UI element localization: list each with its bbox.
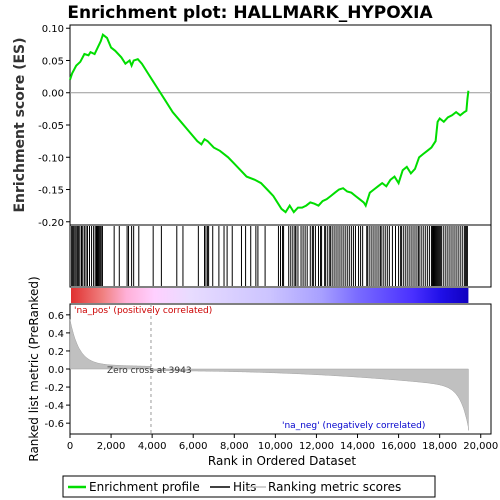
enrichment-profile-line (69, 33, 470, 214)
hits-panel (69, 224, 492, 288)
legend-metric-label: Ranking metric scores (268, 480, 401, 494)
metric-y-tick-label: -0.2 (44, 383, 64, 394)
es-y-tick-label: -0.10 (38, 153, 64, 164)
es-y-tick-label: 0.10 (42, 24, 64, 35)
x-tick-label: 6,000 (179, 441, 208, 452)
x-tick-label: 20,000 (463, 441, 498, 452)
x-tick-label: 16,000 (381, 441, 416, 452)
es-panel: 0.10 0.05 0.00 -0.05 -0.10 -0.15 -0.20 Enrichm… (12, 24, 492, 229)
metric-y-axis: 0.6 0.4 0.2 0.0 -0.2 -0.4 -0.6 (44, 311, 70, 430)
es-y-tick-label: -0.15 (38, 186, 64, 197)
metric-y-tick-label: -0.4 (44, 401, 64, 412)
chart-title: Enrichment plot: HALLMARK_HYPOXIA (67, 3, 433, 23)
es-y-tick-label: 0.00 (42, 89, 64, 100)
hit-marks (71, 226, 468, 286)
metric-panel: 0.6 0.4 0.2 0.0 -0.2 -0.4 -0.6 0 2,000 4,000 6,00… (27, 276, 498, 468)
es-y-tick-label: 0.05 (42, 56, 64, 67)
positive-correlation-label: 'na_pos' (positively correlated) (74, 306, 212, 316)
x-axis-title: Rank in Ordered Dataset (208, 454, 356, 468)
x-tick-label: 10,000 (258, 441, 293, 452)
metric-y-tick-label: 0.6 (48, 311, 64, 322)
metric-y-tick-label: 0.4 (48, 329, 64, 340)
es-y-axis: 0.10 0.05 0.00 -0.05 -0.10 -0.15 -0.20 (38, 24, 70, 229)
metric-y-axis-title: Ranked list metric (PreRanked) (27, 276, 41, 461)
metric-y-tick-label: 0.2 (48, 347, 64, 358)
legend-hits-label: Hits (233, 480, 256, 494)
rank-gradient-bar (71, 288, 469, 303)
x-tick-label: 4,000 (138, 441, 167, 452)
es-y-axis-title: Enrichment score (ES) (12, 37, 28, 212)
rank-color-band (71, 288, 469, 303)
x-tick-label: 18,000 (422, 441, 457, 452)
x-tick-label: 2,000 (97, 441, 126, 452)
legend-enrichment-label: Enrichment profile (89, 480, 200, 494)
x-tick-label: 14,000 (340, 441, 375, 452)
metric-y-tick-label: -0.6 (44, 419, 64, 430)
legend: Enrichment profile Hits Ranking metric s… (62, 475, 436, 498)
x-tick-label: 12,000 (299, 441, 334, 452)
x-tick-label: 0 (67, 441, 73, 452)
es-y-tick-label: -0.20 (38, 218, 64, 229)
es-panel-frame (69, 24, 492, 226)
x-tick-label: 8,000 (220, 441, 249, 452)
negative-correlation-label: 'na_neg' (negatively correlated) (282, 421, 425, 431)
metric-y-tick-label: 0.0 (48, 365, 64, 376)
x-axis: 0 2,000 4,000 6,000 8,000 10,000 12,000 14,000 1… (67, 434, 498, 452)
ranking-metric-area (69, 319, 469, 431)
zero-cross-label: Zero cross at 3943 (107, 366, 192, 376)
es-y-tick-label: -0.05 (38, 121, 64, 132)
